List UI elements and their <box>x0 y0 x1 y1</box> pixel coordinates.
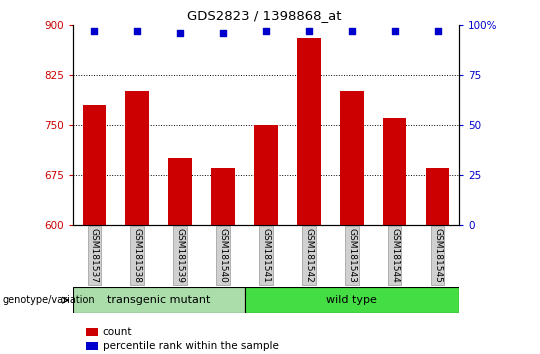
Point <box>390 28 399 34</box>
Point <box>347 28 356 34</box>
Bar <box>83 105 106 225</box>
Text: GSM181544: GSM181544 <box>390 228 399 282</box>
Point <box>261 28 270 34</box>
Text: count: count <box>103 327 132 337</box>
Text: wild type: wild type <box>326 295 377 305</box>
Bar <box>211 168 235 225</box>
FancyBboxPatch shape <box>245 287 459 313</box>
Point <box>176 30 185 36</box>
Text: genotype/variation: genotype/variation <box>3 295 96 305</box>
Bar <box>426 168 449 225</box>
Point <box>90 28 99 34</box>
Point <box>305 28 313 34</box>
Text: GSM181542: GSM181542 <box>305 228 313 282</box>
Text: GSM181541: GSM181541 <box>261 228 271 283</box>
Text: GSM181539: GSM181539 <box>176 228 185 283</box>
Bar <box>383 118 407 225</box>
Text: GDS2823 / 1398868_at: GDS2823 / 1398868_at <box>187 9 342 22</box>
Text: percentile rank within the sample: percentile rank within the sample <box>103 341 279 351</box>
FancyBboxPatch shape <box>73 287 245 313</box>
Bar <box>340 91 363 225</box>
Text: transgenic mutant: transgenic mutant <box>107 295 211 305</box>
Point <box>133 28 141 34</box>
Bar <box>125 91 149 225</box>
Point <box>433 28 442 34</box>
Text: GSM181538: GSM181538 <box>133 228 141 283</box>
Text: GSM181545: GSM181545 <box>433 228 442 283</box>
Text: GSM181537: GSM181537 <box>90 228 99 283</box>
Point <box>219 30 227 36</box>
Text: GSM181540: GSM181540 <box>219 228 227 283</box>
Bar <box>297 38 321 225</box>
Bar <box>254 125 278 225</box>
Bar <box>168 158 192 225</box>
Text: GSM181543: GSM181543 <box>347 228 356 283</box>
